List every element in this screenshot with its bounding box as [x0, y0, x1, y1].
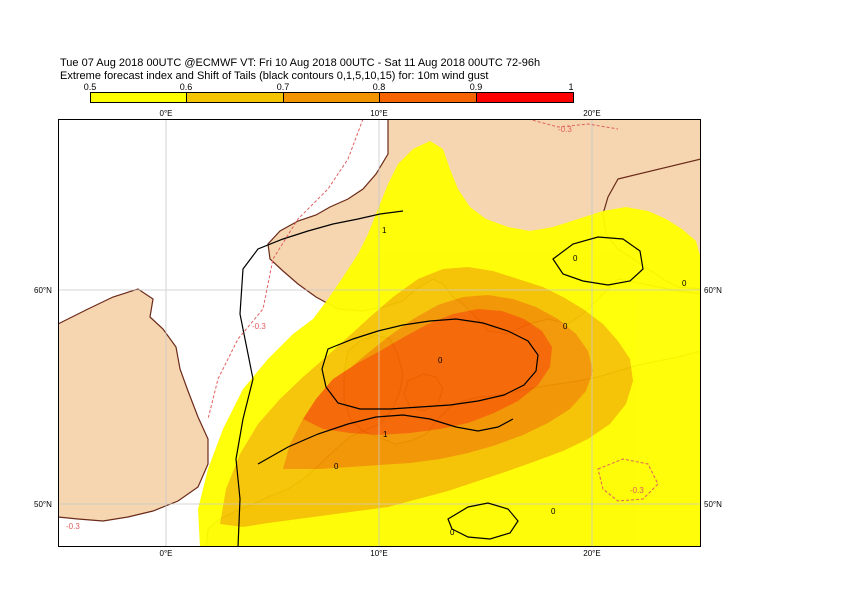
colorbar-tick-label: 1 — [568, 82, 574, 92]
negative-contour-northeast — [527, 119, 619, 130]
graticule — [58, 119, 701, 547]
sot-label: 0 — [573, 254, 578, 263]
colorbar-segment — [91, 93, 187, 102]
title-line-1: Tue 07 Aug 2018 00UTC @ECMWF VT: Fri 10 … — [60, 57, 541, 69]
sot-label: 1 — [382, 226, 387, 235]
lon-label-10e-top: 10°E — [370, 109, 388, 118]
lon-label-0e-bottom: 0°E — [159, 549, 173, 558]
title-line-2: Extreme forecast index and Shift of Tail… — [60, 70, 489, 82]
negative-efi-label: -0.3 — [630, 486, 644, 495]
sot-label: 0 — [450, 528, 455, 537]
efi-shading — [198, 141, 701, 547]
lon-label-0e-top: 0°E — [159, 109, 173, 118]
negative-efi-label: -0.3 — [558, 125, 572, 134]
sot-label: 0 — [563, 322, 568, 331]
colorbar-tick-label: 0.6 — [179, 82, 193, 92]
colorbar-segment — [187, 93, 284, 102]
colorbar-tick-label: 0.5 — [83, 82, 97, 92]
contour-labels: 1 0 0 0 1 0 0 0 0 -0.3 -0.3 -0.3 -0.3 — [66, 125, 687, 537]
lon-label-10e-bottom: 10°E — [370, 549, 388, 558]
sot-contours — [235, 210, 644, 547]
negative-efi-contours — [207, 119, 659, 502]
great-britain-land — [58, 288, 209, 522]
lat-label-50n-left: 50°N — [34, 500, 52, 509]
sot-contour-3 — [552, 236, 644, 286]
sot-contour-2 — [321, 318, 539, 410]
sot-label: 0 — [551, 507, 556, 516]
negative-efi-label: -0.3 — [252, 322, 266, 331]
sot-contour-0 — [235, 210, 404, 547]
sot-label: 0 — [682, 279, 687, 288]
sot-label: 1 — [383, 430, 388, 439]
lon-label-20e-bottom: 20°E — [583, 549, 601, 558]
sot-contour-4 — [447, 502, 519, 540]
negative-contour-southeast — [597, 458, 659, 502]
sot-label: 0 — [334, 462, 339, 471]
sot-contour-1 — [257, 414, 514, 465]
colorbar-segment — [284, 93, 380, 102]
map-frame — [58, 119, 701, 547]
lat-label-60n-left: 60°N — [34, 286, 52, 295]
colorbar-tick-label: 0.8 — [372, 82, 386, 92]
colorbar-tick-label: 0.9 — [469, 82, 483, 92]
lon-label-20e-top: 20°E — [583, 109, 601, 118]
lat-label-50n-right: 50°N — [704, 500, 722, 509]
colorbar — [90, 92, 574, 103]
sot-label: 0 — [438, 356, 443, 365]
lat-label-60n-right: 60°N — [704, 286, 722, 295]
negative-efi-label: -0.3 — [66, 522, 80, 531]
efi-map: 1 0 0 0 1 0 0 0 0 -0.3 -0.3 -0.3 -0.3 — [58, 119, 701, 547]
colorbar-segment — [477, 93, 573, 102]
colorbar-segment — [380, 93, 477, 102]
efi-area-0.8 — [303, 309, 552, 435]
colorbar-tick-label: 0.7 — [276, 82, 290, 92]
